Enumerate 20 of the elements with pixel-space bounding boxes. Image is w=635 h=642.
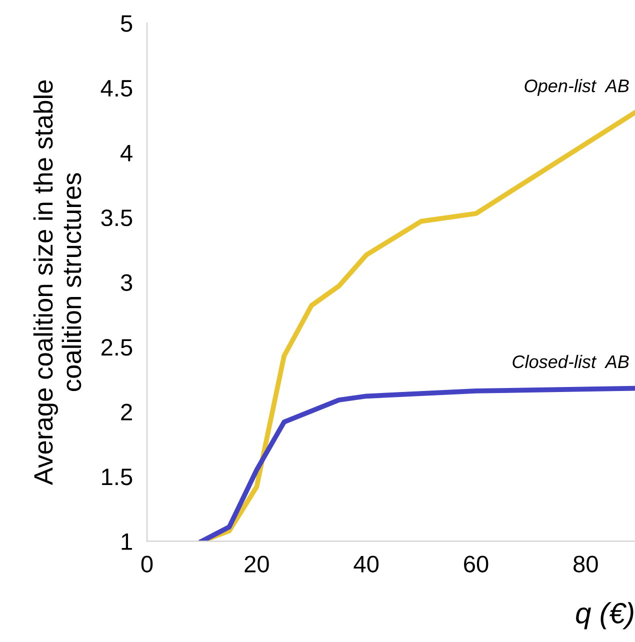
- x-tick-label: 80: [574, 556, 598, 572]
- line-series: [199, 110, 635, 542]
- x-tick-label: 20: [244, 556, 269, 572]
- y-tick-label: 1: [122, 534, 132, 550]
- x-tick-label: 60: [464, 556, 488, 572]
- series-label: Open-list AB: [524, 78, 629, 96]
- x-tick-label: 40: [354, 556, 379, 572]
- x-tick-label: 0: [141, 556, 153, 572]
- x-axis-title: q (€): [576, 602, 634, 630]
- y-tick-label: 5: [120, 15, 132, 32]
- y-tick-label: 4: [120, 144, 132, 162]
- y-tick-label: 2: [121, 404, 132, 420]
- line-series: [199, 386, 635, 542]
- y-tick-label: 1.5: [102, 468, 132, 486]
- y-axis-title: Average coalition size in the stable coalition structures: [33, 80, 82, 486]
- y-tick-label: 3: [120, 274, 132, 291]
- y-tick-label: 2.5: [101, 338, 132, 356]
- series-label: Closed-list AB: [512, 354, 629, 368]
- y-tick-label: 3.5: [101, 209, 132, 226]
- y-tick-label: 4.5: [100, 80, 132, 97]
